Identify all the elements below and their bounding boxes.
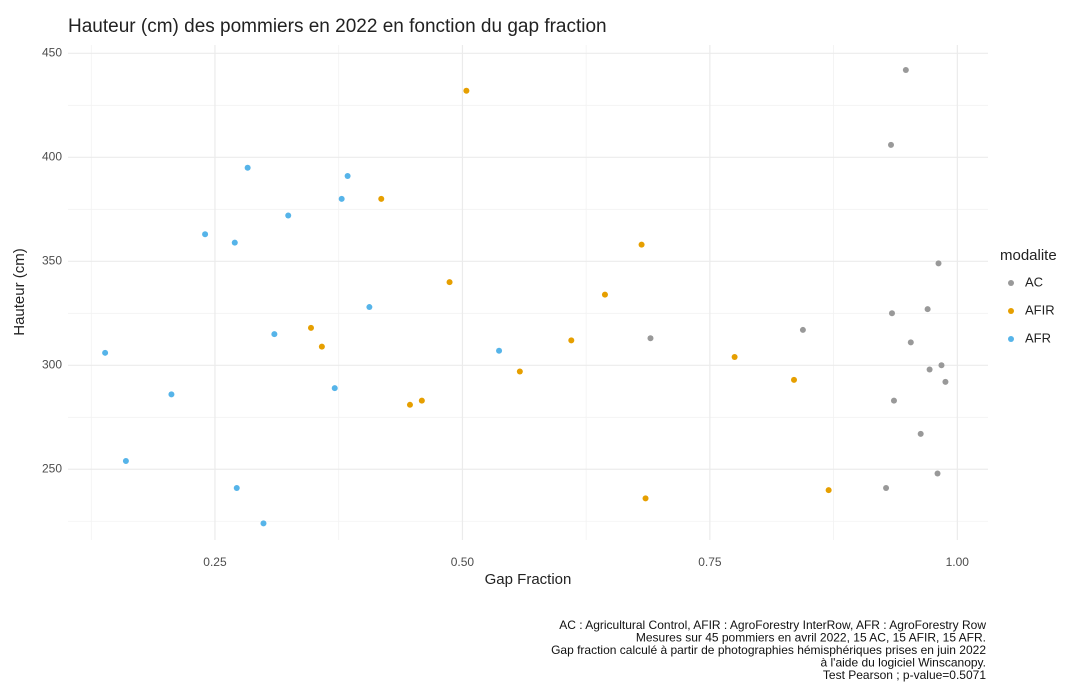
point <box>260 520 267 527</box>
point <box>233 485 240 492</box>
caption: Gap fraction calculé à partir de photogr… <box>551 643 986 657</box>
point <box>926 366 933 373</box>
point <box>406 401 413 408</box>
point <box>791 376 798 383</box>
point <box>935 260 942 267</box>
point <box>338 195 345 202</box>
point <box>917 430 924 437</box>
point <box>924 306 931 313</box>
legend-title: modalite <box>1000 247 1057 264</box>
point <box>418 397 425 404</box>
point <box>601 291 608 298</box>
point <box>647 335 654 342</box>
point <box>907 339 914 346</box>
point <box>883 485 890 492</box>
chart-title: Hauteur (cm) des pommiers en 2022 en fon… <box>68 16 607 37</box>
caption: AC : Agricultural Control, AFIR : AgroFo… <box>559 618 986 632</box>
legend-marker <box>1008 280 1014 286</box>
legend-label: AFIR <box>1025 302 1055 317</box>
point <box>731 353 738 360</box>
x-axis-label: Gap Fraction <box>485 571 572 588</box>
caption: Test Pearson ; p-value=0.5071 <box>823 668 986 682</box>
point <box>318 343 325 350</box>
legend-marker <box>1008 336 1014 342</box>
point <box>942 378 949 385</box>
point <box>516 368 523 375</box>
point <box>934 470 941 477</box>
y-tick-label: 350 <box>42 253 62 267</box>
point <box>799 326 806 333</box>
point <box>496 347 503 354</box>
point <box>366 304 373 311</box>
point <box>271 331 278 338</box>
point <box>307 324 314 331</box>
caption: à l'aide du logiciel Winscanopy. <box>821 656 987 670</box>
x-tick-label: 0.25 <box>203 555 227 569</box>
point <box>231 239 238 246</box>
caption: Mesures sur 45 pommiers en avril 2022, 1… <box>636 631 986 645</box>
point <box>642 495 649 502</box>
point <box>244 164 251 171</box>
point <box>285 212 292 219</box>
point <box>463 87 470 94</box>
point <box>888 310 895 317</box>
y-tick-label: 300 <box>42 357 62 371</box>
point <box>825 487 832 494</box>
point <box>122 457 129 464</box>
point <box>344 173 351 180</box>
point <box>102 349 109 356</box>
point <box>202 231 209 238</box>
point <box>378 195 385 202</box>
x-tick-label: 0.50 <box>451 555 475 569</box>
point <box>902 66 909 73</box>
legend-label: AFR <box>1025 330 1051 345</box>
x-tick-label: 0.75 <box>698 555 722 569</box>
legend-label: AC <box>1025 274 1043 289</box>
x-tick-label: 1.00 <box>946 555 970 569</box>
point <box>446 279 453 286</box>
point <box>890 397 897 404</box>
point <box>568 337 575 344</box>
y-tick-label: 450 <box>42 45 62 59</box>
y-tick-label: 400 <box>42 149 62 163</box>
point <box>168 391 175 398</box>
y-axis-label: Hauteur (cm) <box>11 248 28 336</box>
y-tick-label: 250 <box>42 461 62 475</box>
point <box>331 385 338 392</box>
legend-marker <box>1008 308 1014 314</box>
point <box>638 241 645 248</box>
point <box>938 362 945 369</box>
point <box>888 141 895 148</box>
